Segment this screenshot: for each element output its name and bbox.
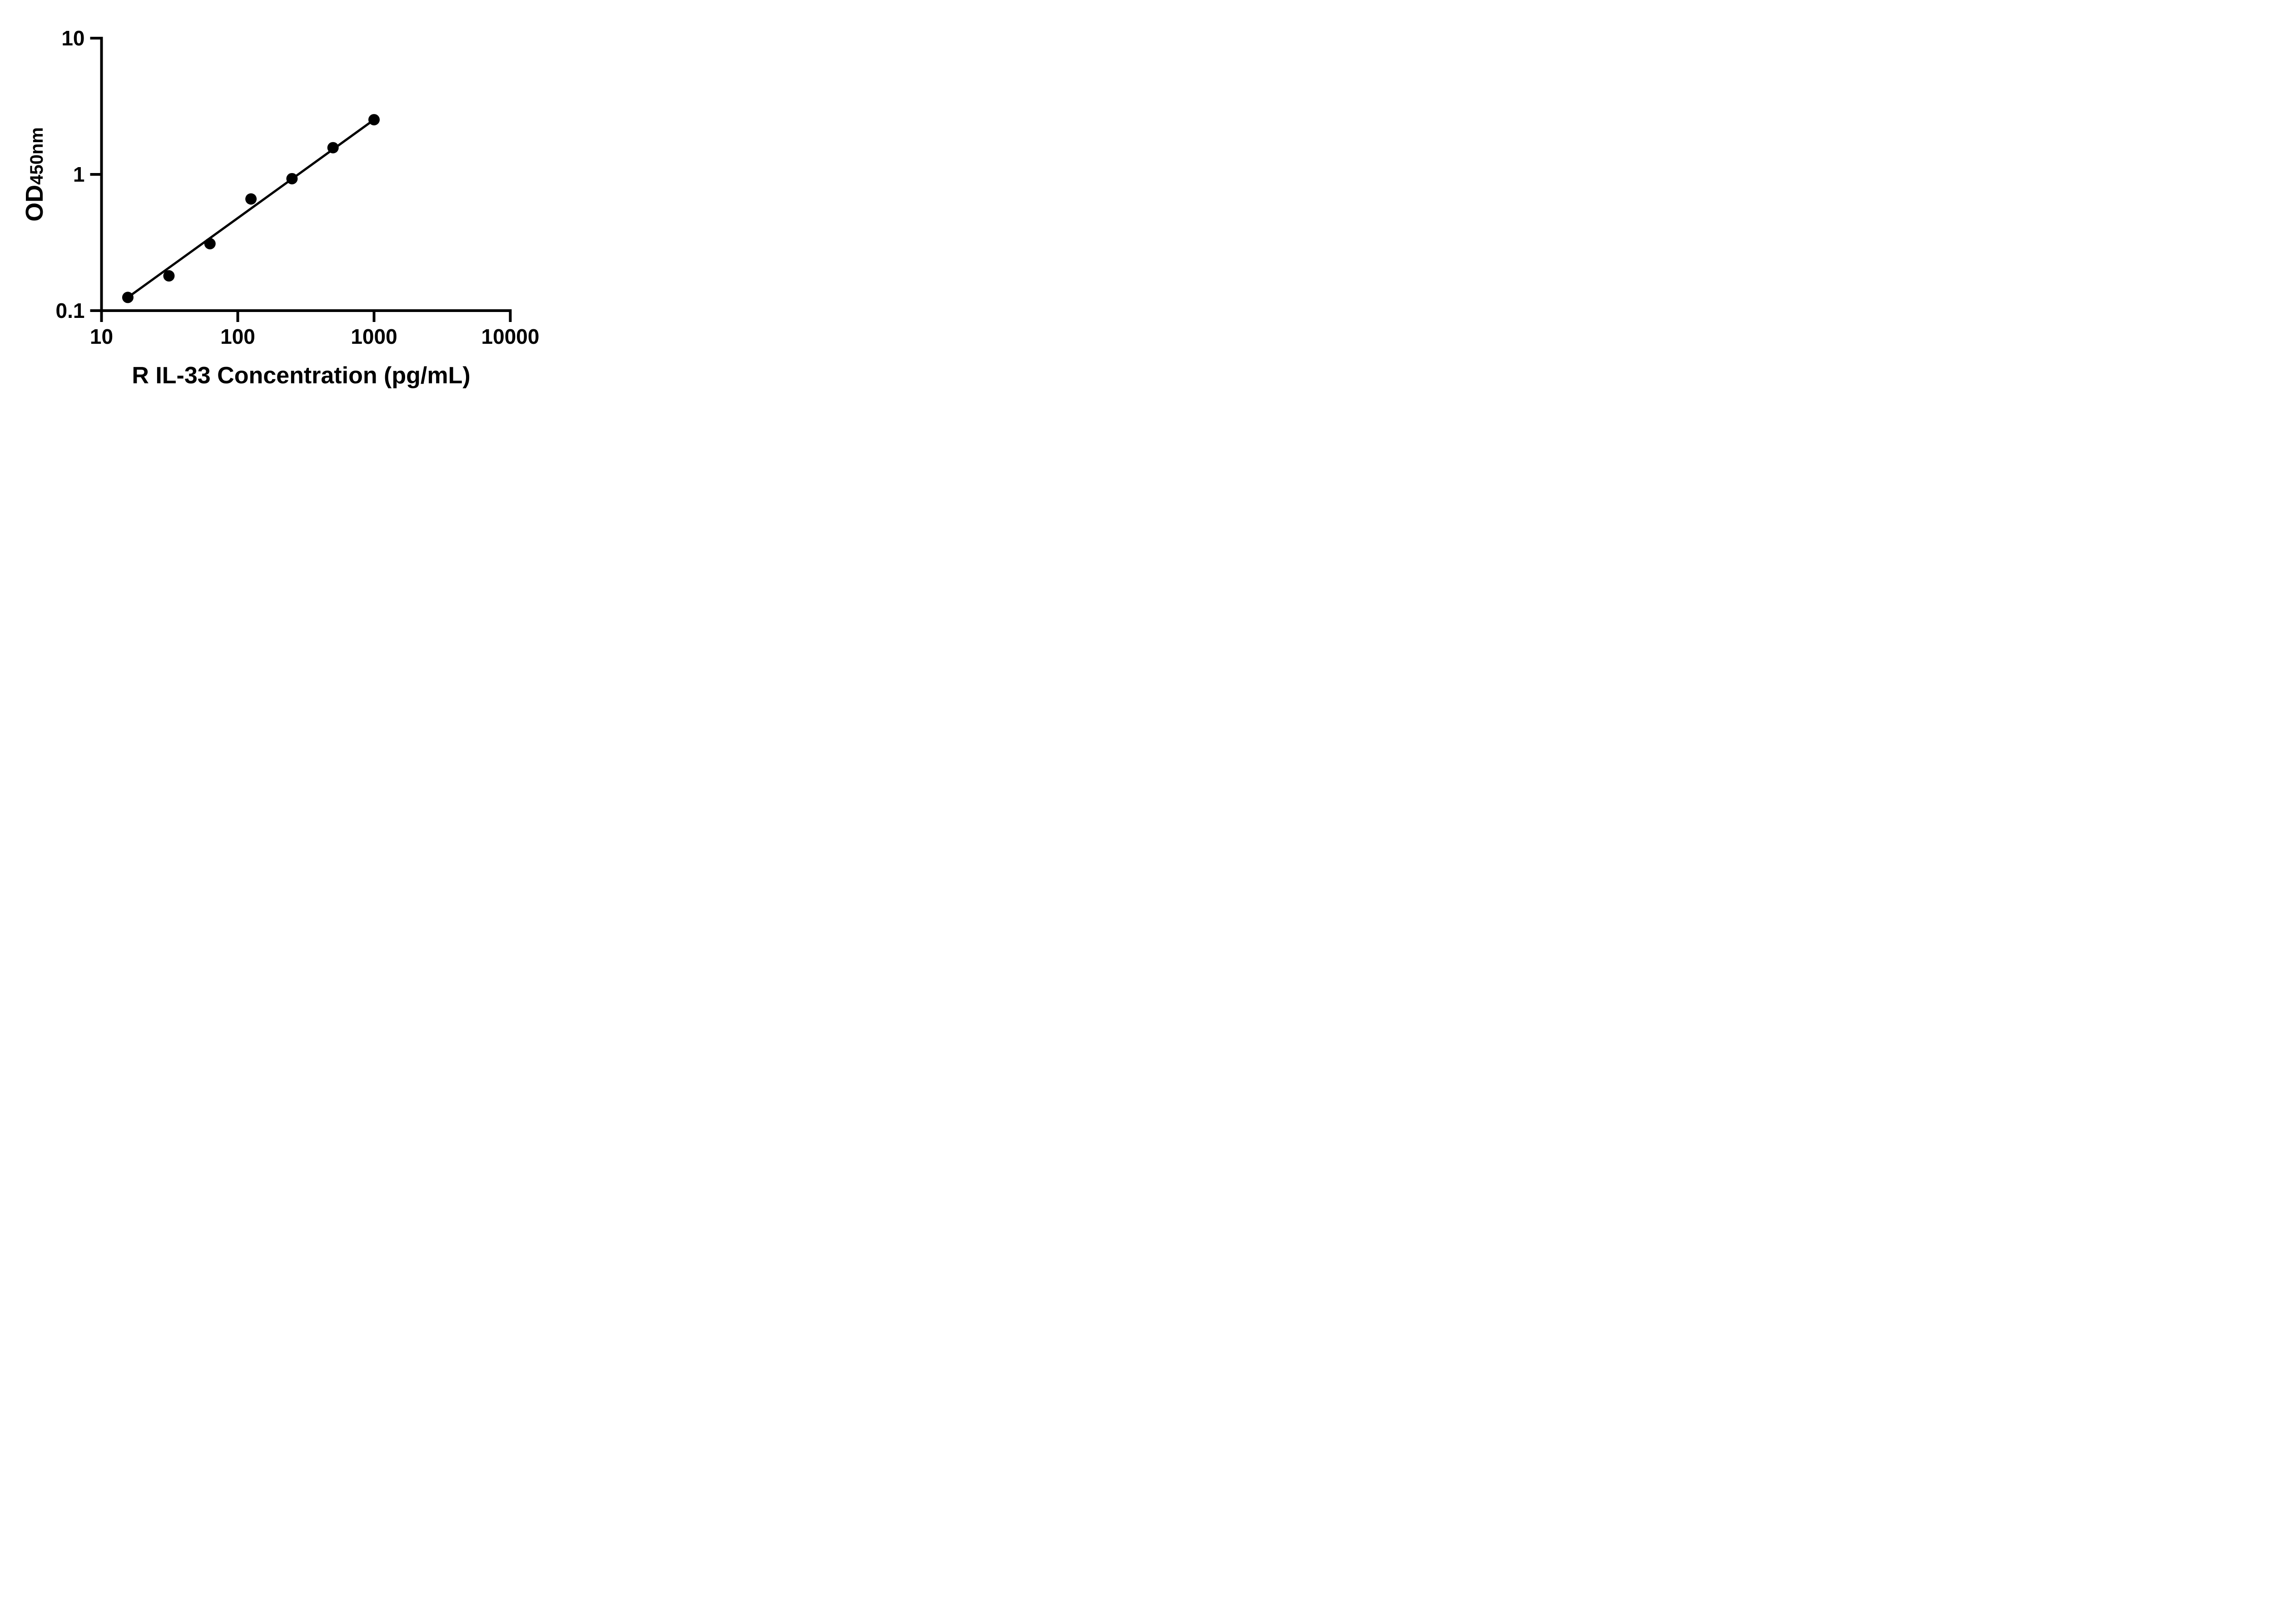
y-tick-label: 0.1 <box>56 299 85 322</box>
y-tick-label: 1 <box>73 163 85 186</box>
y-axis-title-main: OD <box>21 184 48 222</box>
x-axis-title: R IL-33 Concentration (pg/mL) <box>132 362 471 389</box>
y-axis-title-subscript: 450nm <box>27 127 47 185</box>
x-tick-label: 10 <box>90 325 113 348</box>
standard-curve-plot: 0.1 1 10 10 100 1000 10000 <box>56 26 540 348</box>
y-tick-label: 10 <box>61 26 84 50</box>
x-tick-label: 100 <box>220 325 255 348</box>
y-axis-title: OD450nm <box>20 127 49 222</box>
data-point <box>327 142 339 153</box>
data-point <box>204 238 216 250</box>
elisa-standard-curve-figure: 0.1 1 10 10 100 1000 10000 R IL-33 Concentrati… <box>0 0 573 406</box>
x-tick-label: 10000 <box>481 325 540 348</box>
data-point <box>245 193 257 205</box>
x-tick-label: 1000 <box>351 325 397 348</box>
axes-layer: 0.1 1 10 10 100 1000 10000 <box>56 26 540 348</box>
data-point <box>368 114 380 126</box>
data-point <box>286 173 298 184</box>
data-point <box>122 292 134 303</box>
data-point <box>163 270 175 282</box>
data-layer <box>122 114 380 303</box>
